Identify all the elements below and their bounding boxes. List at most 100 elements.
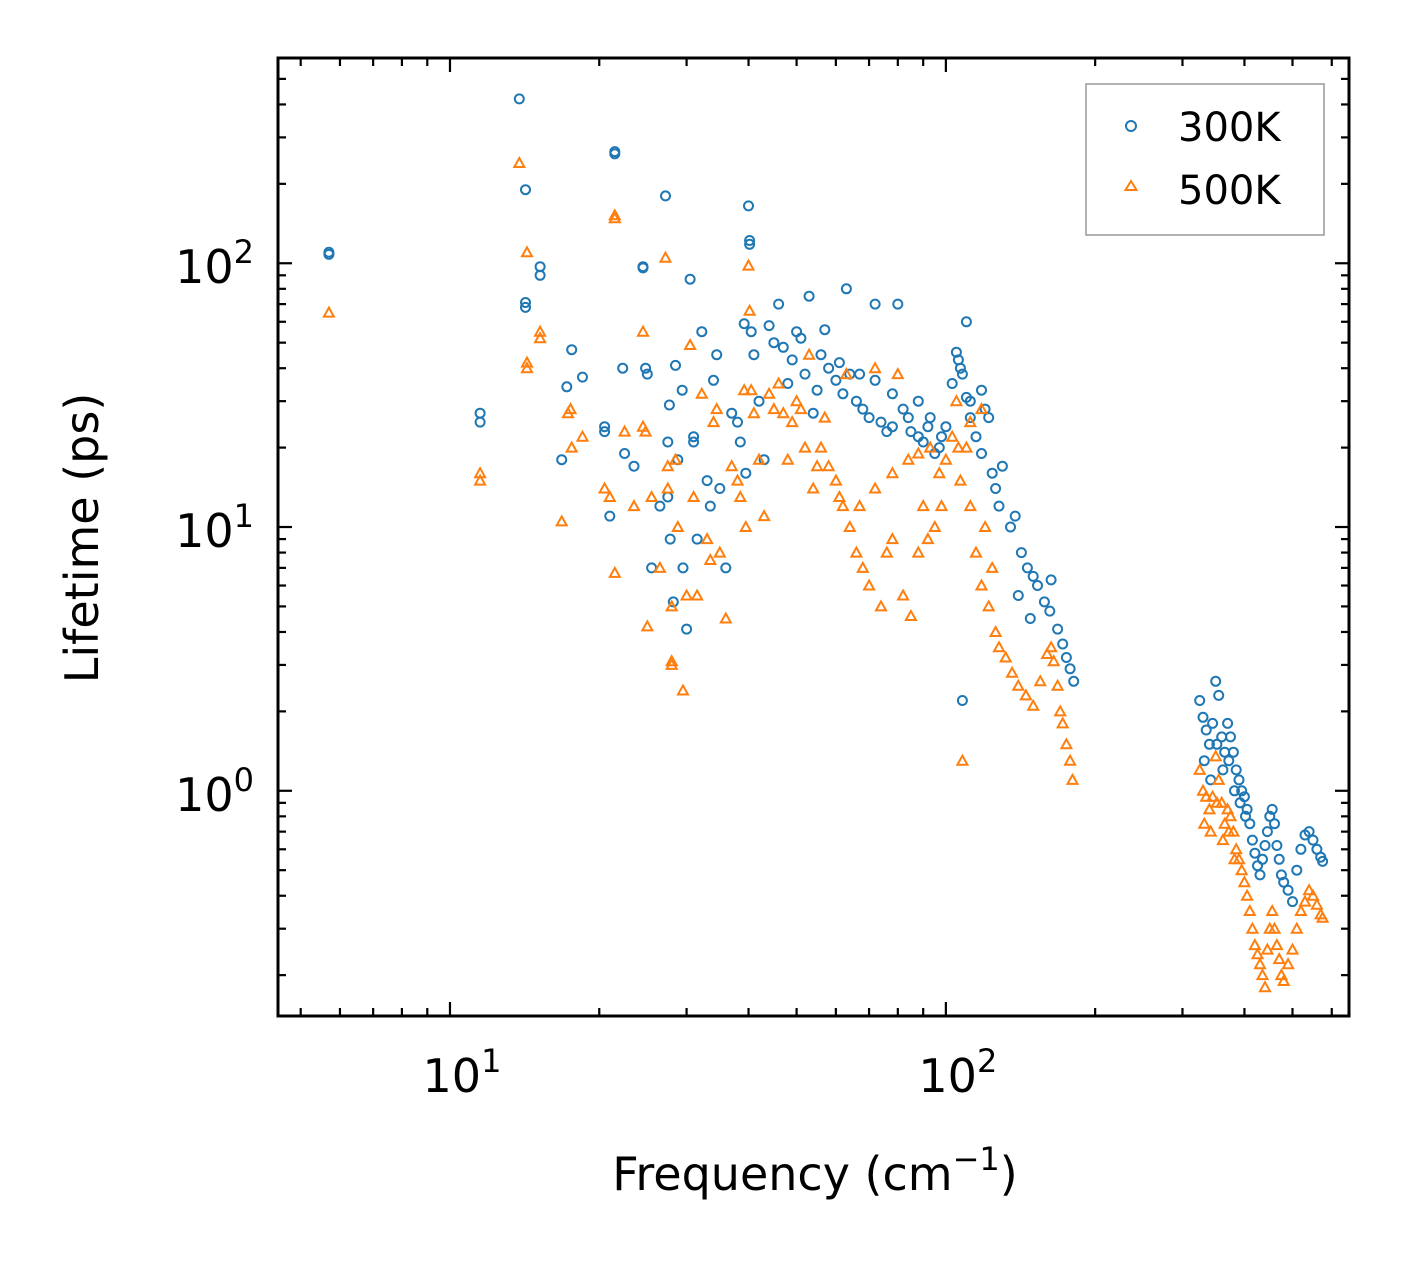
legend-label-300k: 300K — [1178, 105, 1282, 151]
point-500k-93 — [945, 429, 959, 442]
point-500k-151 — [1248, 938, 1262, 951]
point-500k-166 — [1290, 921, 1304, 934]
point-500k-8 — [533, 331, 547, 344]
point-300k-69 — [795, 332, 807, 344]
y-tick-label: 102 — [175, 233, 254, 294]
point-300k-56 — [744, 235, 756, 246]
point-500k-13 — [575, 429, 590, 442]
point-500k-98 — [959, 440, 974, 453]
point-300k-23 — [637, 261, 649, 273]
point-500k-0 — [322, 305, 336, 318]
point-500k-75 — [839, 367, 854, 380]
point-500k-77 — [849, 545, 864, 558]
axis-tick-labels: 101 102 100 101 102 — [175, 233, 997, 1103]
point-500k-57 — [757, 509, 771, 522]
point-500k-33 — [668, 452, 683, 465]
point-500k-74 — [836, 499, 850, 512]
point-300k-188 — [1234, 797, 1246, 809]
point-300k-88 — [892, 298, 904, 310]
point-500k-131 — [832, 489, 847, 502]
point-300k-34 — [670, 359, 681, 371]
point-300k-32 — [664, 533, 676, 545]
point-500k-104 — [985, 560, 999, 573]
point-500k-133 — [1196, 783, 1210, 796]
point-500k-102 — [978, 519, 992, 532]
point-500k-55 — [747, 406, 761, 419]
point-500k-155 — [1258, 980, 1272, 993]
point-500k-112 — [1033, 674, 1047, 687]
point-500k-152 — [1250, 947, 1265, 960]
point-300k-89 — [897, 403, 909, 415]
point-300k-70 — [799, 368, 811, 380]
point-500k-64 — [789, 394, 804, 407]
point-500k-72 — [821, 459, 836, 472]
point-500k-100 — [969, 545, 983, 558]
legend: 300K 500K — [1085, 83, 1325, 236]
point-500k-148 — [1240, 888, 1254, 901]
point-500k-81 — [874, 599, 888, 612]
point-500k-174 — [1197, 816, 1211, 829]
point-300k-45 — [704, 500, 716, 512]
point-500k-52 — [741, 258, 756, 271]
point-500k-9 — [555, 514, 569, 527]
point-500k-137 — [1209, 749, 1223, 762]
point-500k-179 — [1227, 852, 1242, 865]
point-300k-118 — [1027, 570, 1039, 582]
point-300k-123 — [1057, 638, 1069, 650]
point-500k-78 — [856, 560, 870, 573]
point-500k-163 — [1277, 973, 1291, 986]
point-300k-67 — [786, 354, 798, 366]
point-500k-30 — [665, 599, 679, 612]
point-500k-142 — [1223, 809, 1238, 822]
point-300k-44 — [701, 475, 713, 487]
point-500k-62 — [781, 452, 795, 465]
legend-label-500k: 500K — [1178, 168, 1282, 214]
point-500k-156 — [1260, 942, 1275, 955]
point-300k-11 — [561, 381, 573, 393]
point-300k-96 — [940, 421, 952, 433]
point-500k-6 — [520, 355, 534, 368]
point-500k-63 — [785, 415, 799, 428]
point-300k-81 — [850, 395, 862, 407]
point-300k-178 — [1307, 834, 1319, 846]
point-300k-59 — [748, 349, 760, 361]
point-300k-152 — [1230, 764, 1242, 776]
point-500k-70 — [814, 440, 828, 453]
point-300k-75 — [819, 324, 831, 336]
point-500k-4 — [520, 245, 534, 258]
point-300k-140 — [1194, 695, 1206, 706]
point-300k-156 — [1241, 803, 1253, 815]
point-300k-119 — [1032, 580, 1043, 591]
point-300k-77 — [830, 374, 842, 386]
point-500k-85 — [896, 588, 910, 601]
point-500k-59 — [767, 402, 781, 415]
point-300k-164 — [1261, 826, 1273, 838]
point-300k-112 — [993, 500, 1005, 512]
point-300k-29 — [662, 436, 674, 448]
point-500k-107 — [999, 650, 1013, 663]
scatter-points — [322, 93, 1330, 993]
legend-box — [1085, 83, 1325, 236]
point-300k-97 — [946, 378, 958, 389]
point-300k-121 — [1044, 605, 1056, 617]
point-300k-159 — [1249, 847, 1261, 859]
point-300k-42 — [691, 533, 703, 545]
point-500k-37 — [683, 337, 697, 350]
point-500k-7 — [533, 324, 547, 337]
point-500k-29 — [661, 459, 675, 472]
point-500k-56 — [752, 452, 766, 465]
point-300k-170 — [1275, 869, 1287, 881]
point-500k-109 — [1011, 678, 1025, 691]
point-500k-178 — [1222, 824, 1236, 837]
point-300k-132 — [933, 442, 945, 454]
point-300k-79 — [840, 283, 852, 295]
point-300k-21 — [628, 460, 640, 472]
point-300k-153 — [1233, 774, 1245, 786]
point-300k-186 — [1223, 755, 1235, 767]
point-500k-23 — [638, 424, 653, 437]
point-500k-118 — [1056, 716, 1070, 729]
point-500k-86 — [904, 608, 918, 621]
point-300k-173 — [1287, 896, 1298, 908]
point-500k-15 — [603, 489, 617, 502]
point-300k-66 — [782, 378, 794, 389]
